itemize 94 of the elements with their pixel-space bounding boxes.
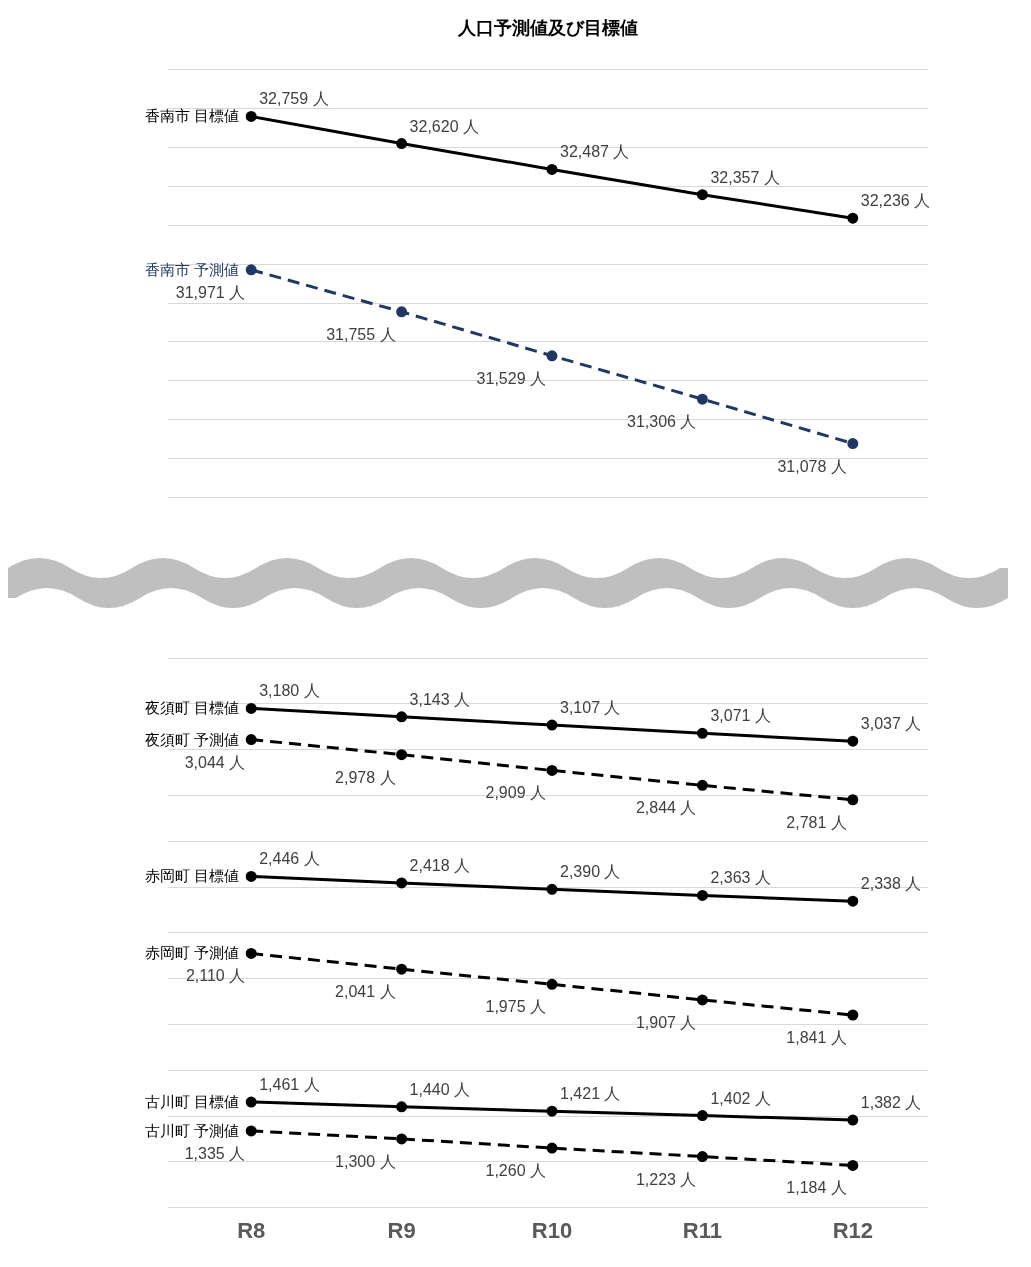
data-label: 31,971 人	[175, 283, 246, 301]
point	[546, 764, 558, 776]
data-label: 2,363 人	[710, 869, 771, 887]
point	[696, 779, 708, 791]
data-label: 31,529 人	[476, 369, 546, 387]
point	[847, 735, 859, 747]
x-tick-label: R8	[237, 1217, 266, 1243]
point	[696, 393, 708, 405]
data-label: 31,306 人	[627, 413, 697, 431]
data-label: 1,841 人	[786, 1029, 847, 1047]
data-label: 1,382 人	[860, 1094, 922, 1112]
series-label: 赤岡町 目標値	[145, 867, 240, 885]
point	[245, 947, 257, 959]
x-tick-label: R9	[387, 1217, 416, 1243]
data-label: 32,236 人	[860, 192, 931, 210]
data-label: 3,107 人	[560, 699, 621, 717]
data-label: 3,044 人	[184, 753, 246, 771]
point	[696, 1110, 708, 1122]
point	[396, 963, 408, 975]
data-label: 31,755 人	[326, 325, 396, 343]
data-label: 2,781 人	[786, 813, 847, 831]
data-label: 2,338 人	[860, 875, 922, 893]
series-label: 香南市 目標値	[145, 107, 240, 125]
point	[847, 212, 859, 224]
data-label: 1,300 人	[335, 1152, 396, 1170]
data-label: 1,421 人	[560, 1085, 621, 1103]
data-label: 31,078 人	[777, 457, 847, 475]
data-label: 1,907 人	[635, 1013, 697, 1031]
data-label: 2,978 人	[335, 768, 396, 786]
point	[847, 1009, 859, 1021]
series-label: 古川町 予測値	[145, 1121, 240, 1139]
data-label: 1,975 人	[485, 998, 546, 1016]
point	[245, 734, 257, 746]
data-label: 1,223 人	[635, 1170, 697, 1188]
point	[396, 1133, 408, 1145]
point	[546, 350, 558, 362]
point	[847, 1159, 859, 1171]
x-tick-label: R12	[832, 1217, 873, 1243]
point	[396, 306, 408, 318]
point	[847, 438, 859, 450]
data-label: 2,418 人	[409, 856, 471, 874]
point	[847, 794, 859, 806]
x-tick-label: R11	[682, 1217, 722, 1243]
point	[546, 883, 558, 895]
data-label: 1,184 人	[786, 1179, 847, 1197]
point	[847, 895, 859, 907]
data-label: 2,390 人	[560, 863, 621, 881]
series-label: 夜須町 目標値	[145, 699, 240, 717]
point	[546, 1105, 558, 1117]
data-label: 1,402 人	[710, 1089, 771, 1107]
data-label: 2,041 人	[335, 983, 396, 1001]
data-label: 3,037 人	[860, 715, 922, 733]
data-label: 2,446 人	[259, 850, 320, 868]
point	[245, 1125, 257, 1137]
point	[546, 1142, 558, 1154]
data-label: 2,909 人	[485, 784, 546, 802]
data-label: 3,143 人	[409, 690, 471, 708]
point	[696, 1151, 708, 1163]
data-label: 32,620 人	[409, 117, 479, 135]
point	[546, 163, 558, 175]
point	[546, 719, 558, 731]
data-label: 32,759 人	[259, 90, 329, 108]
point	[696, 189, 708, 201]
point	[696, 727, 708, 739]
data-label: 2,844 人	[635, 799, 697, 817]
point	[245, 264, 257, 276]
point	[245, 870, 257, 882]
data-label: 1,440 人	[409, 1080, 471, 1098]
data-label: 1,461 人	[259, 1076, 320, 1094]
data-label: 1,260 人	[485, 1162, 546, 1180]
point	[396, 877, 408, 889]
data-label: 3,180 人	[259, 682, 320, 700]
point	[847, 1114, 859, 1126]
point	[546, 978, 558, 990]
data-label: 32,357 人	[710, 168, 780, 186]
x-tick-label: R10	[531, 1217, 573, 1243]
point	[696, 994, 708, 1006]
series-label: 夜須町 予測値	[145, 730, 240, 748]
series-label: 赤岡町 予測値	[145, 944, 240, 962]
point	[396, 138, 408, 150]
data-label: 3,071 人	[710, 707, 771, 725]
point	[396, 711, 408, 723]
series-label: 古川町 目標値	[145, 1093, 240, 1111]
point	[245, 110, 257, 122]
point	[396, 749, 408, 761]
point	[696, 889, 708, 901]
point	[245, 702, 257, 714]
data-label: 32,487 人	[560, 143, 630, 161]
chart-title: 人口予測値及び目標値	[457, 17, 638, 38]
series-label: 香南市 予測値	[145, 260, 240, 278]
data-label: 1,335 人	[184, 1144, 246, 1162]
point	[245, 1096, 257, 1108]
point	[396, 1101, 408, 1113]
data-label: 2,110 人	[185, 967, 246, 985]
